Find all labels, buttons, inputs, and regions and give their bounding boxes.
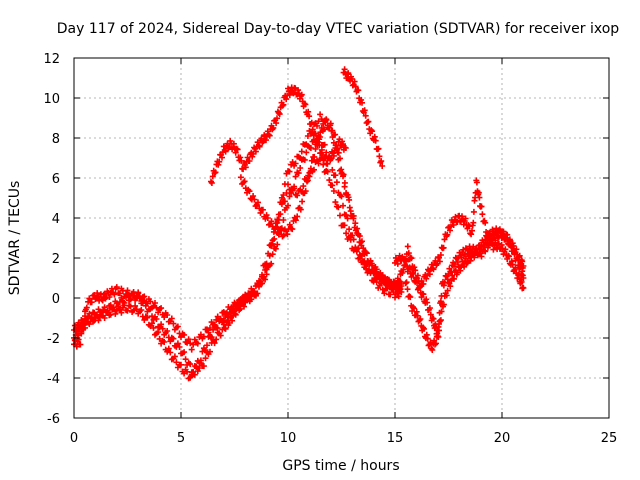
chart-title: Day 117 of 2024, Sidereal Day-to-day VTE… bbox=[57, 21, 620, 37]
y-tick-label: 8 bbox=[52, 132, 60, 147]
series-arc-5 bbox=[340, 66, 386, 169]
scatter-points bbox=[340, 66, 386, 169]
grid-lines bbox=[74, 58, 609, 418]
x-tick-label: 10 bbox=[280, 431, 297, 446]
y-tick-label: -6 bbox=[47, 412, 60, 427]
x-tick-label: 0 bbox=[70, 431, 78, 446]
scatter-points bbox=[71, 154, 405, 382]
y-axis-label: SDTVAR / TECUs bbox=[7, 181, 23, 296]
y-tick-label: 10 bbox=[43, 92, 60, 107]
series-arc-9 bbox=[402, 225, 527, 353]
scatter-points bbox=[392, 177, 527, 293]
series-arc-8 bbox=[392, 177, 527, 293]
y-tick-label: 0 bbox=[52, 292, 60, 307]
x-axis-label: GPS time / hours bbox=[282, 458, 399, 474]
y-tick-label: -4 bbox=[47, 372, 60, 387]
axis-ticks: 0 5 10 15 20 25 -6 -4 -2 0 2 4 6 8 10 12 bbox=[43, 52, 617, 446]
series-arc-6 bbox=[237, 117, 398, 291]
x-tick-label: 5 bbox=[177, 431, 185, 446]
scatter-points bbox=[402, 225, 527, 353]
y-tick-label: 12 bbox=[43, 52, 60, 67]
series-arc-1 bbox=[71, 132, 405, 353]
y-tick-label: -2 bbox=[47, 332, 60, 347]
scatter-points bbox=[71, 132, 405, 353]
x-tick-label: 15 bbox=[387, 431, 404, 446]
series-arc-2 bbox=[71, 154, 405, 382]
scatter-points bbox=[237, 117, 398, 291]
y-tick-label: 4 bbox=[52, 212, 60, 227]
x-tick-label: 20 bbox=[494, 431, 511, 446]
plot-frame bbox=[73, 57, 610, 419]
y-tick-label: 6 bbox=[52, 172, 60, 187]
data-points bbox=[71, 66, 527, 382]
y-tick-label: 2 bbox=[52, 252, 60, 267]
x-tick-label: 25 bbox=[601, 431, 618, 446]
